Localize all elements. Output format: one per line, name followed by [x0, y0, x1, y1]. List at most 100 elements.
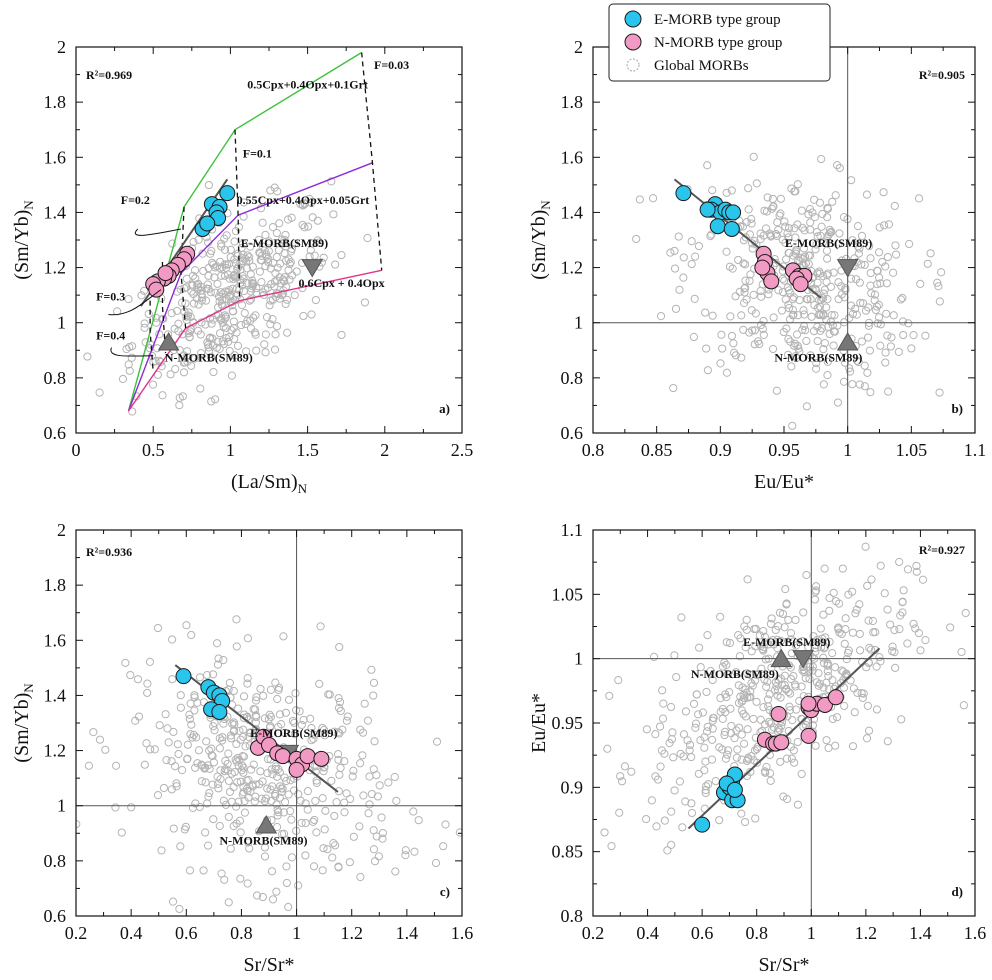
global-morb-point [281, 708, 290, 717]
global-morb-point [667, 702, 676, 712]
x-tick-label: 0.9 [709, 440, 732, 460]
n-morb-sm89-label: N-MORB(SM89) [165, 350, 253, 364]
global-morb-point [685, 746, 694, 755]
global-morb-point [744, 205, 753, 214]
global-morb-point [823, 213, 832, 222]
global-morb-point [823, 357, 832, 366]
melting-curve [127, 269, 382, 412]
global-morb-point [642, 725, 651, 734]
global-morb-point [142, 739, 151, 748]
global-morb-point [784, 224, 794, 233]
global-morb-point [667, 807, 676, 816]
global-morb-point [294, 789, 303, 799]
global-morb-point [190, 354, 200, 363]
melt-fraction-label: F=0.1 [243, 146, 272, 160]
global-morb-point [769, 313, 778, 322]
global-morb-point [838, 564, 847, 573]
global-morb-point [219, 655, 228, 665]
global-morb-point [656, 312, 666, 321]
global-morb-point [320, 825, 329, 834]
global-morb-point [229, 324, 238, 333]
global-morb-point [799, 244, 809, 253]
global-morb-point [905, 239, 914, 249]
global-morb-point [780, 276, 789, 285]
global-morb-point [369, 826, 378, 835]
global-morb-point [817, 643, 826, 652]
y-tick-label: 1.1 [561, 520, 584, 540]
global-morb-point [725, 688, 734, 697]
global-morb-point [367, 665, 376, 674]
global-morb-point [801, 326, 810, 335]
global-morb-point [787, 635, 796, 644]
global-morb-point [187, 720, 196, 729]
global-morb-point [217, 242, 226, 251]
global-morb-point [290, 290, 299, 300]
global-morb-point [228, 719, 237, 728]
global-morb-point [820, 643, 830, 652]
global-morb-point [749, 152, 758, 162]
y-tick-label: 1.2 [561, 258, 584, 278]
global-morb-point [812, 240, 821, 249]
global-morb-point [658, 686, 667, 695]
global-morb-point [749, 290, 758, 299]
global-morb-point [875, 223, 884, 232]
global-morb-point [270, 282, 279, 291]
global-morb-point [221, 765, 230, 774]
global-morb-point [683, 736, 692, 745]
global-morb-point [759, 316, 768, 326]
global-morb-point [301, 819, 310, 828]
global-morb-point [187, 630, 196, 640]
global-morb-point [866, 281, 875, 290]
global-morb-point [257, 794, 266, 803]
global-morb-point [241, 742, 250, 751]
global-morb-point [168, 635, 177, 644]
global-morb-point [835, 599, 844, 608]
global-morb-point [783, 350, 793, 359]
global-morb-point [760, 206, 769, 215]
chart-panel-d: 0.2 0.4 0.6 0.8 1 1.2 1.4 1.6 0.8 0.85 0.9 0.95 1 1.0… [528, 520, 986, 976]
global-morb-point [801, 674, 810, 683]
global-morb-point [824, 230, 833, 239]
global-morb-point [224, 812, 233, 822]
e-morb-sm89-marker [836, 259, 859, 278]
global-morb-point [315, 238, 324, 247]
global-morb-point [866, 254, 875, 263]
x-tick-label: 0.8 [230, 923, 253, 943]
global-morb-point [736, 692, 745, 701]
global-morb-point [828, 714, 837, 724]
global-morb-point [215, 344, 224, 354]
global-morb-point [853, 242, 863, 251]
global-morb-point [315, 679, 324, 688]
global-morb-point [790, 224, 799, 233]
global-morb-point [201, 778, 210, 787]
global-morb-point [671, 304, 681, 313]
x-tick-label: 1.1 [964, 440, 987, 460]
global-morb-point [327, 776, 336, 785]
global-morb-point [298, 220, 307, 229]
global-morb-point [410, 847, 419, 856]
global-morb-point [881, 262, 890, 271]
melt-fraction-label: F=0.3 [96, 290, 125, 304]
global-morb-point [806, 295, 815, 304]
global-morb-point [823, 204, 833, 213]
global-morb-point [244, 793, 253, 802]
global-morb-point [140, 323, 149, 332]
global-morb-point [788, 305, 797, 314]
global-morb-point [824, 685, 834, 694]
e-morb-sm89-label: E-MORB(SM89) [250, 726, 337, 740]
global-morb-point [813, 232, 822, 241]
global-morb-point [800, 310, 809, 319]
n-morb-point [816, 696, 833, 713]
global-morb-point [318, 866, 327, 875]
global-morb-point [799, 608, 808, 617]
e-morb-sm89-marker [301, 259, 324, 278]
global-morb-point [824, 743, 833, 753]
global-morb-point [390, 772, 399, 782]
global-morb-point [240, 808, 250, 817]
global-morb-point [774, 724, 783, 733]
global-morb-point [831, 191, 840, 200]
global-morb-point [706, 231, 715, 241]
global-morb-point [319, 725, 329, 734]
global-morb-point [288, 716, 298, 726]
global-morb-point [786, 629, 796, 638]
